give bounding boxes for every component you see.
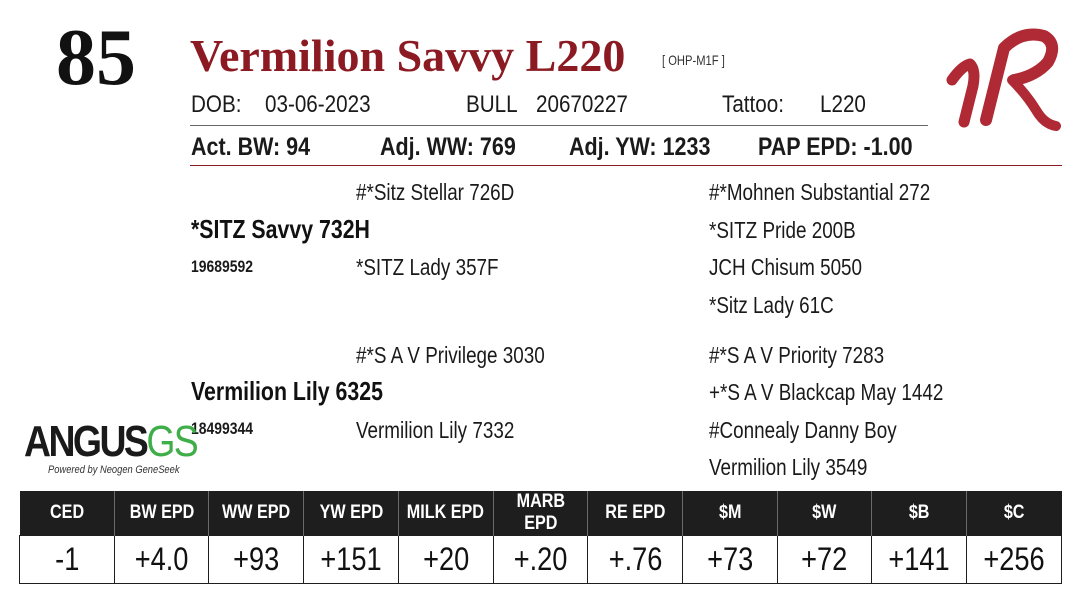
- epd-value: +.76: [587, 535, 684, 584]
- epd-value: +151: [303, 535, 399, 584]
- epd-header: $C: [966, 491, 1062, 536]
- epd-header: $W: [776, 491, 872, 536]
- sire-name: *SITZ Savvy 732H: [191, 214, 370, 244]
- vr-brand-logo: [946, 28, 1061, 131]
- epd-header: BW EPD: [113, 491, 209, 536]
- logo-angus-text: ANGUS: [24, 417, 149, 466]
- epd-value: +256: [966, 535, 1062, 584]
- epd-value: -1: [19, 535, 115, 584]
- sex-value: BULL: [466, 91, 518, 118]
- dam-grand-2: +*S A V Blackcap May 1442: [709, 379, 944, 405]
- lot-number: 85: [56, 14, 136, 102]
- epd-header: CED: [19, 491, 115, 536]
- epd-header: RE EPD: [587, 491, 683, 536]
- dam-name: Vermilion Lily 6325: [191, 376, 383, 406]
- dob-value: 03-06-2023: [265, 91, 371, 118]
- sire-grand-4: *Sitz Lady 61C: [709, 292, 834, 318]
- epd-header: WW EPD: [208, 491, 304, 536]
- dam-grand-3: #Connealy Danny Boy: [709, 417, 897, 443]
- logo-tagline: Powered by Neogen GeneSeek: [48, 464, 180, 476]
- tattoo-value: L220: [820, 91, 866, 118]
- epd-value: +141: [871, 535, 968, 584]
- angus-gs-logo: ANGUSGS: [24, 417, 199, 466]
- epd-value: +20: [397, 535, 494, 584]
- epd-value: +93: [208, 535, 305, 584]
- sire-sire: #*Sitz Stellar 726D: [356, 179, 515, 205]
- epd-header: MARB EPD: [492, 491, 588, 536]
- header-divider: [190, 125, 928, 126]
- logo-gs-text: GS: [146, 417, 198, 466]
- epd-header-row: CED BW EPD WW EPD YW EPD MILK EPD MARB E…: [19, 491, 1062, 536]
- adj-ww: Adj. WW: 769: [380, 133, 516, 161]
- dam-reg: 18499344: [191, 419, 254, 438]
- dam-grand-1: #*S A V Priority 7283: [709, 342, 885, 368]
- epd-table: CED BW EPD WW EPD YW EPD MILK EPD MARB E…: [19, 491, 1062, 584]
- epd-header: MILK EPD: [397, 491, 494, 536]
- sire-grand-3: JCH Chisum 5050: [709, 254, 863, 280]
- registration-tag: [ OHP-M1F ]: [662, 52, 725, 68]
- epd-header: YW EPD: [303, 491, 399, 536]
- performance-divider: [190, 165, 1062, 166]
- animal-name: Vermilion Savvy L220: [190, 30, 626, 81]
- reg-number: 20670227: [536, 91, 628, 118]
- epd-header: $B: [871, 491, 967, 536]
- adj-yw: Adj. YW: 1233: [569, 133, 711, 161]
- epd-value: +73: [682, 535, 778, 584]
- epd-value: +.20: [492, 535, 589, 584]
- epd-header: $M: [682, 491, 778, 536]
- tattoo-label: Tattoo:: [722, 91, 784, 118]
- act-bw: Act. BW: 94: [191, 133, 311, 161]
- pap-epd: PAP EPD: -1.00: [758, 133, 913, 161]
- dam-sire: #*S A V Privilege 3030: [356, 342, 545, 368]
- dob-label: DOB:: [191, 91, 242, 118]
- sire-dam: *SITZ Lady 357F: [356, 254, 499, 280]
- sire-grand-2: *SITZ Pride 200B: [709, 217, 856, 243]
- dam-grand-4: Vermilion Lily 3549: [709, 454, 868, 480]
- dam-dam: Vermilion Lily 7332: [356, 417, 515, 443]
- epd-value: +72: [776, 535, 873, 584]
- epd-value: +4.0: [113, 535, 210, 584]
- sire-grand-1: #*Mohnen Substantial 272: [709, 179, 931, 205]
- epd-value-row: -1 +4.0 +93 +151 +20 +.20 +.76 +73 +72 +…: [19, 535, 1062, 584]
- sire-reg: 19689592: [191, 257, 254, 276]
